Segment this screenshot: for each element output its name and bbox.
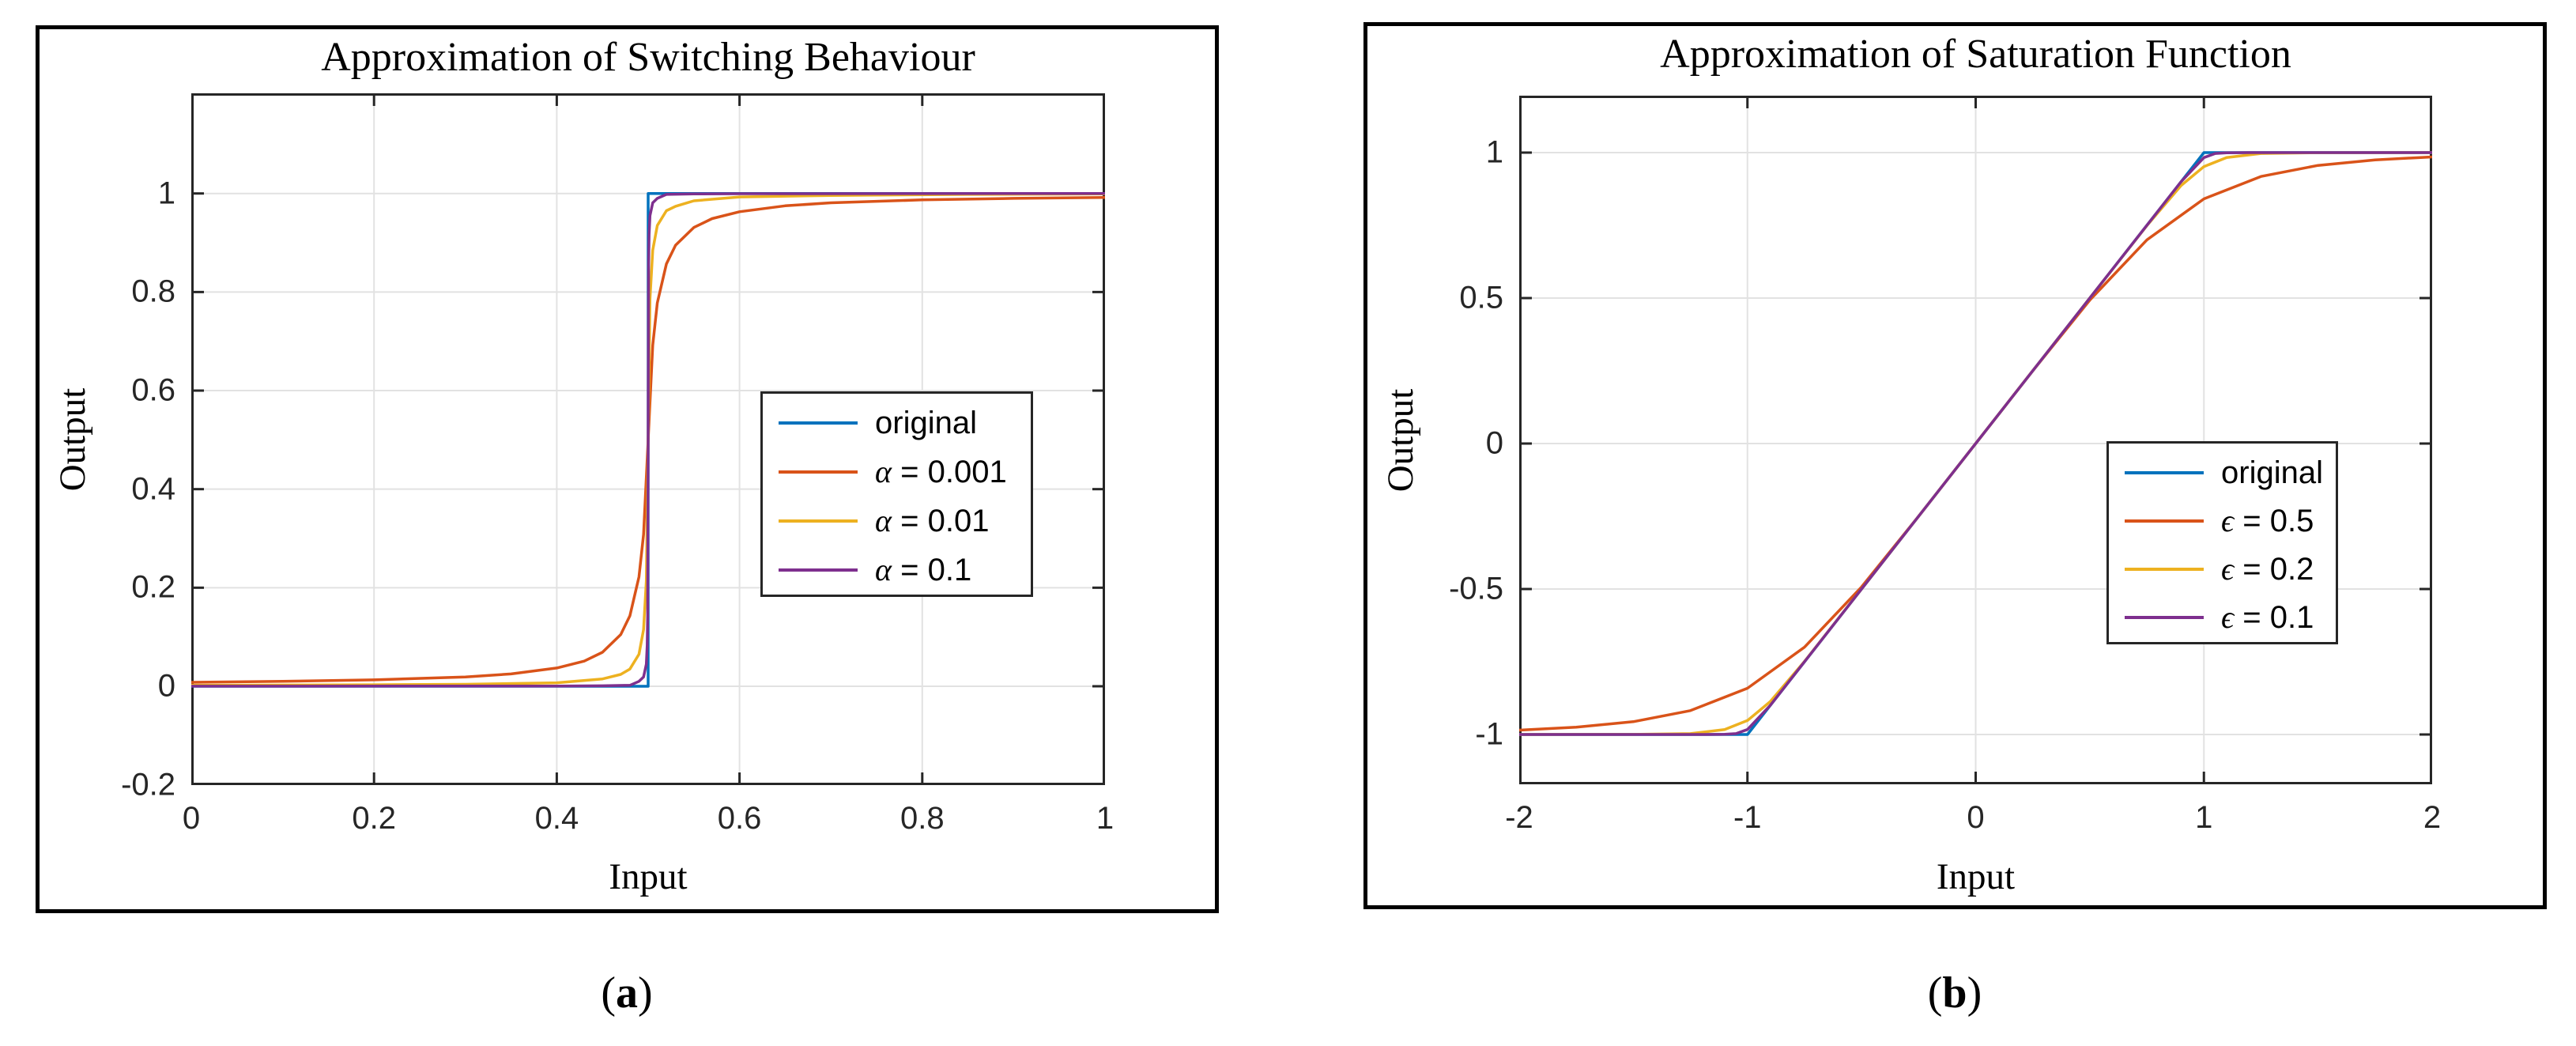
x-tick-label: 0.4 bbox=[534, 801, 579, 836]
x-tick-label: -2 bbox=[1505, 800, 1533, 835]
y-tick-label: 1 bbox=[157, 176, 175, 211]
y-tick-label: 0.8 bbox=[131, 274, 175, 309]
x-tick-label: 0.8 bbox=[900, 801, 945, 836]
legend-row: α = 0.01 bbox=[763, 497, 1031, 546]
legend-label: α = 0.01 bbox=[875, 503, 990, 538]
y-tick-label: -1 bbox=[1475, 716, 1503, 752]
legend-row: ϵ = 0.2 bbox=[2109, 546, 2336, 594]
x-tick-label: 0.2 bbox=[352, 801, 396, 836]
legend-row: ϵ = 0.5 bbox=[2109, 497, 2336, 545]
legend-label: α = 0.001 bbox=[875, 454, 1007, 489]
series-line bbox=[191, 191, 1105, 688]
y-tick-label: -0.2 bbox=[121, 767, 175, 802]
legend-line-sample bbox=[779, 470, 858, 474]
legend-line-sample bbox=[779, 519, 858, 523]
y-tick-label: 0.2 bbox=[131, 569, 175, 605]
y-tick-label: 0.5 bbox=[1459, 280, 1503, 315]
plot-title-a: Approximation of Switching Behaviour bbox=[321, 35, 975, 80]
y-tick-label: 0 bbox=[1485, 425, 1503, 461]
x-tick-label: 0 bbox=[182, 801, 201, 836]
legend-row: original bbox=[763, 398, 1031, 447]
plot-frame-a bbox=[36, 25, 1219, 913]
legend-label: ϵ = 0.5 bbox=[2221, 502, 2314, 538]
legend-label: original bbox=[2221, 455, 2323, 490]
legend-row: α = 0.001 bbox=[763, 447, 1031, 497]
x-tick-label: 0 bbox=[1967, 800, 1985, 835]
y-tick-label: 1 bbox=[1485, 134, 1503, 170]
legend-line-sample bbox=[779, 421, 858, 425]
legend-row: α = 0.1 bbox=[763, 546, 1031, 595]
legend-line-sample bbox=[779, 568, 858, 572]
legend-row: original bbox=[2109, 448, 2336, 497]
legend-line-sample bbox=[2125, 616, 2204, 620]
y-tick-label: 0.4 bbox=[131, 471, 175, 507]
x-tick-label: -1 bbox=[1733, 800, 1762, 835]
legend-row: ϵ = 0.1 bbox=[2109, 594, 2336, 642]
axes-box bbox=[191, 93, 1105, 785]
plot-title-b: Approximation of Saturation Function bbox=[1660, 32, 2291, 77]
legend-line-sample bbox=[2125, 568, 2204, 572]
panel-label-b: (b) bbox=[1927, 969, 1982, 1018]
x-axis-label-a: Input bbox=[609, 856, 688, 897]
y-tick-label: 0 bbox=[157, 668, 175, 704]
x-tick-label: 1 bbox=[2195, 800, 2213, 835]
legend-label: α = 0.1 bbox=[875, 552, 972, 587]
x-axis-label-b: Input bbox=[1936, 856, 2016, 897]
axes-box bbox=[1519, 96, 2432, 784]
legend-a: original α = 0.001 α = 0.01 α = 0.1 bbox=[760, 391, 1033, 597]
plot-area-a bbox=[191, 93, 1105, 785]
series-line bbox=[1519, 151, 2432, 736]
legend-label: ϵ = 0.1 bbox=[2221, 599, 2314, 636]
plot-area-b bbox=[1519, 96, 2432, 784]
panel-label-a: (a) bbox=[601, 969, 653, 1018]
plot-frame-b bbox=[1363, 22, 2547, 909]
legend-b: original ϵ = 0.5 ϵ = 0.2 ϵ = 0.1 bbox=[2106, 441, 2338, 644]
x-tick-label: 1 bbox=[1096, 801, 1115, 836]
y-tick-label: 0.6 bbox=[131, 372, 175, 408]
legend-label: ϵ = 0.2 bbox=[2221, 551, 2314, 587]
legend-line-sample bbox=[2125, 519, 2204, 523]
x-tick-label: 2 bbox=[2423, 800, 2442, 835]
y-tick-label: -0.5 bbox=[1449, 571, 1503, 606]
legend-line-sample bbox=[2125, 470, 2204, 474]
legend-label: original bbox=[875, 406, 977, 440]
x-tick-label: 0.6 bbox=[717, 801, 762, 836]
